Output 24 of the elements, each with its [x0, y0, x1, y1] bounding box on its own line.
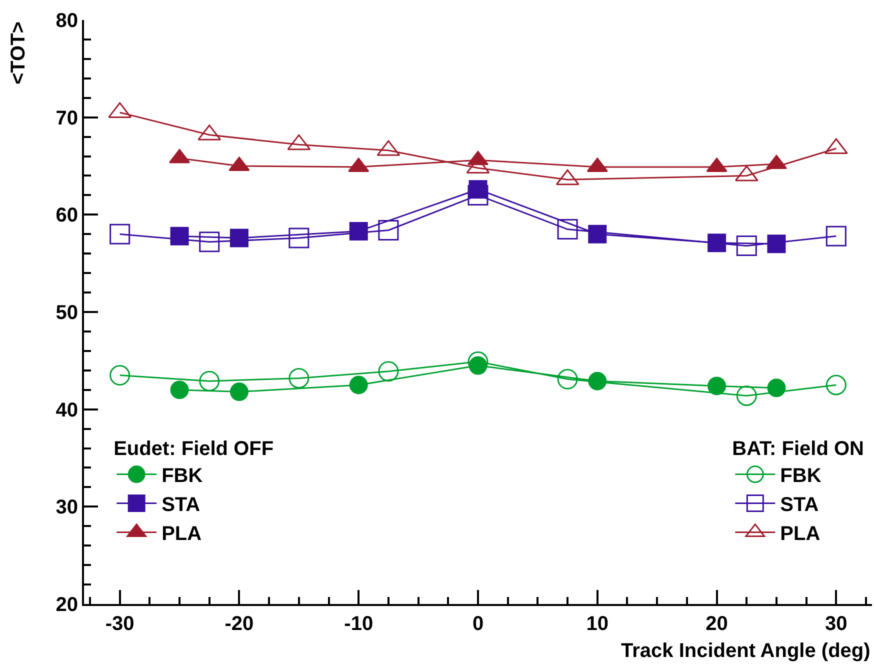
y-tick-label: 70	[56, 107, 78, 130]
y-axis-title: <TOT>	[8, 22, 30, 84]
x-tick-label: -30	[105, 613, 134, 635]
annotation: BAT: Field ON	[732, 438, 864, 460]
legend-label: STA	[162, 494, 200, 516]
legend-label: PLA	[780, 523, 820, 546]
y-tick-label: 60	[56, 204, 78, 227]
x-tick-label: 0	[472, 613, 484, 635]
annotation: Eudet: Field OFF	[114, 438, 274, 460]
x-tick-label: 10	[586, 613, 609, 635]
x-tick-label: -20	[224, 613, 254, 635]
legend-label: PLA	[162, 523, 202, 546]
legend-label: FBK	[162, 465, 204, 488]
x-tick-label: 30	[825, 613, 848, 635]
y-tick-label: 20	[56, 594, 78, 616]
y-tick-label: 40	[56, 399, 78, 422]
x-axis-title: Track Incident Angle (deg)	[621, 640, 870, 662]
legend-label: FBK	[780, 465, 822, 488]
y-tick-label: 80	[56, 10, 78, 32]
y-tick-label: 50	[56, 302, 78, 324]
y-tick-label: 30	[56, 496, 78, 519]
x-tick-label: -10	[344, 613, 374, 635]
x-tick-label: 20	[706, 613, 728, 635]
legend-label: STA	[780, 494, 819, 516]
